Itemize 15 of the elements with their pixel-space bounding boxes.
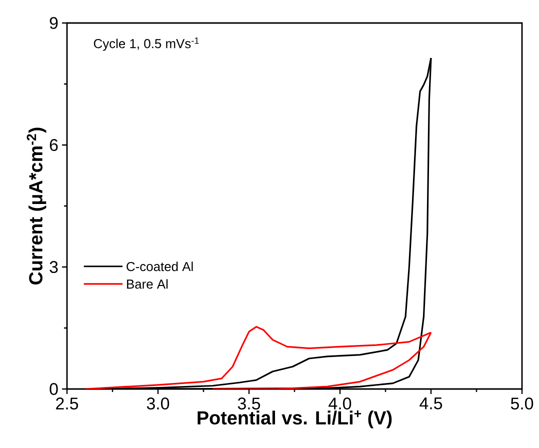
y-axis-title: Current (μA*cm$^{-2}$) xyxy=(26,128,46,284)
x-tick-label: 4.0 xyxy=(328,398,352,410)
y-tick-label: 0 xyxy=(50,383,58,395)
x-tick-label: 3.5 xyxy=(238,398,260,410)
annotation: Cycle 1, 0.5 mVs$^{-1}$ xyxy=(94,38,199,51)
legend-label: Bare Al xyxy=(127,279,168,289)
y-tick-label: 6 xyxy=(50,139,58,151)
y-tick-label: 9 xyxy=(50,17,58,29)
x-tick-label: 2.5 xyxy=(56,398,78,410)
x-tick-label: 3.0 xyxy=(146,398,170,410)
y-tick-label: 3 xyxy=(50,261,58,273)
x-tick-label: 5.0 xyxy=(510,398,534,410)
legend-label: C-coated Al xyxy=(126,262,193,272)
x-tick-label: 4.5 xyxy=(420,398,442,410)
x-axis-title: Potential vs. Li/Li$^{+}$ (V) xyxy=(198,410,392,428)
